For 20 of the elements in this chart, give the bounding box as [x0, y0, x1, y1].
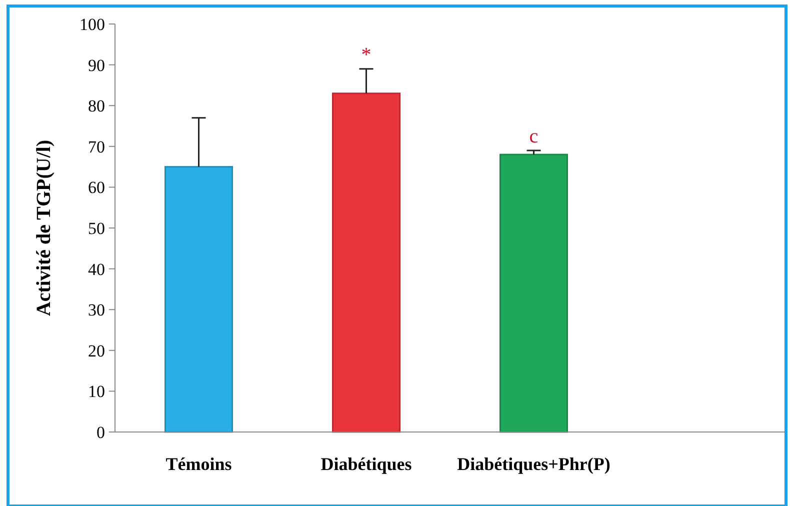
- y-tick-label: 30: [88, 300, 105, 320]
- y-axis-title: Activité de TGP(U/l): [33, 140, 55, 316]
- y-tick-label: 90: [88, 56, 105, 75]
- annotation: c: [529, 125, 538, 148]
- y-tick-label: 70: [88, 137, 105, 156]
- y-tick-label: 40: [88, 260, 105, 279]
- bar: [332, 92, 400, 433]
- x-tick-label: Diabétiques: [320, 454, 412, 474]
- x-tick-label: Diabétiques+Phr(P): [457, 454, 610, 474]
- bar: [164, 166, 233, 433]
- annotation: *: [361, 44, 372, 66]
- y-tick-label: 100: [80, 14, 105, 34]
- x-tick-label: Témoins: [166, 454, 232, 474]
- y-tick-label: 50: [88, 218, 105, 238]
- y-tick-label: 80: [88, 96, 105, 116]
- y-tick-label: 0: [96, 422, 105, 442]
- y-tick-label: 20: [88, 341, 105, 360]
- y-tick-label: 10: [88, 382, 105, 402]
- bar: [500, 154, 568, 433]
- y-tick-label: 60: [88, 178, 105, 198]
